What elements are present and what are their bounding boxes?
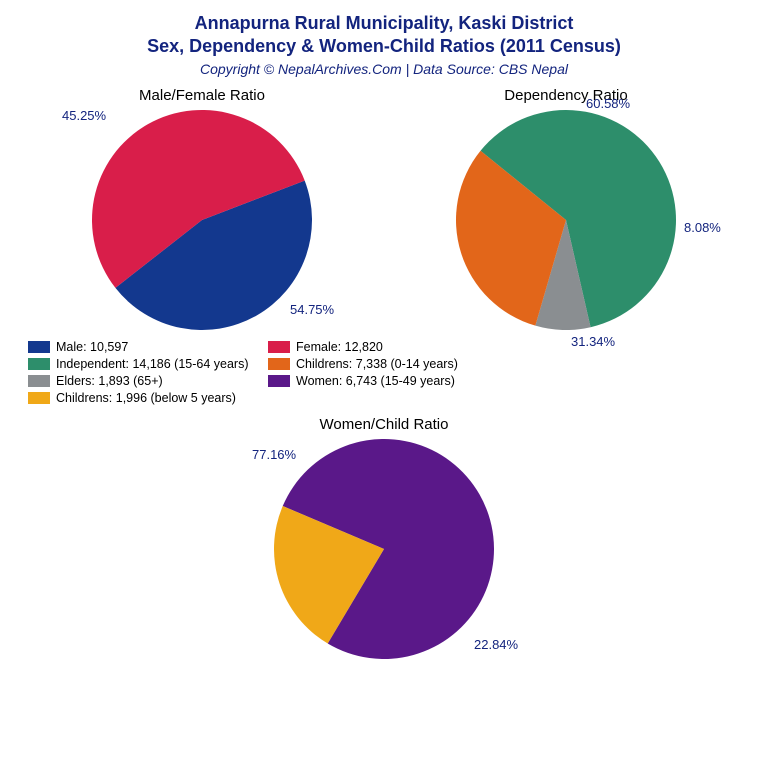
- legend-item: Elders: 1,893 (65+): [28, 374, 268, 388]
- header: Annapurna Rural Municipality, Kaski Dist…: [0, 0, 768, 77]
- wc-pie: 77.16%22.84%: [274, 439, 494, 659]
- legend-item: Childrens: 1,996 (below 5 years): [28, 391, 268, 405]
- legend-swatch: [28, 375, 50, 387]
- legend-item: Independent: 14,186 (15-64 years): [28, 357, 268, 371]
- dep-pie: 60.58%8.08%31.34%: [456, 110, 676, 330]
- sex-chart-title: Male/Female Ratio: [32, 87, 372, 104]
- women-child-chart: Women/Child Ratio 77.16%22.84%: [214, 416, 554, 659]
- top-charts-row: Male/Female Ratio 45.25%54.75% Dependenc…: [0, 87, 768, 330]
- sex-ratio-chart: Male/Female Ratio 45.25%54.75%: [32, 87, 372, 330]
- legend-item: Women: 6,743 (15-49 years): [268, 374, 508, 388]
- legend-text: Female: 12,820: [296, 340, 383, 354]
- subtitle: Copyright © NepalArchives.Com | Data Sou…: [0, 61, 768, 77]
- legend-text: Women: 6,743 (15-49 years): [296, 374, 455, 388]
- pie-label-elders: 8.08%: [684, 220, 721, 235]
- legend-text: Male: 10,597: [56, 340, 128, 354]
- pie-label-independent: 60.58%: [586, 96, 630, 111]
- title-line-2: Sex, Dependency & Women-Child Ratios (20…: [0, 35, 768, 58]
- legend-item: Male: 10,597: [28, 340, 268, 354]
- legend-swatch: [28, 392, 50, 404]
- legend-swatch: [28, 341, 50, 353]
- legend: Male: 10,597 Female: 12,820 Independent: 1…: [0, 330, 768, 408]
- legend-swatch: [268, 375, 290, 387]
- legend-item: Childrens: 7,338 (0-14 years): [268, 357, 508, 371]
- pie-label-children_u5: 22.84%: [474, 637, 518, 652]
- legend-swatch: [268, 341, 290, 353]
- legend-text: Elders: 1,893 (65+): [56, 374, 163, 388]
- legend-text: Independent: 14,186 (15-64 years): [56, 357, 249, 371]
- dep-chart-title: Dependency Ratio: [396, 87, 736, 104]
- legend-text: Childrens: 7,338 (0-14 years): [296, 357, 458, 371]
- legend-text: Childrens: 1,996 (below 5 years): [56, 391, 236, 405]
- legend-swatch: [28, 358, 50, 370]
- pie-label-male: 45.25%: [62, 108, 106, 123]
- pie-label-women: 77.16%: [252, 447, 296, 462]
- dependency-ratio-chart: Dependency Ratio 60.58%8.08%31.34%: [396, 87, 736, 330]
- legend-item: Female: 12,820: [268, 340, 508, 354]
- sex-pie: 45.25%54.75%: [92, 110, 312, 330]
- legend-swatch: [268, 358, 290, 370]
- pie-label-children: 31.34%: [571, 334, 615, 349]
- wc-chart-title: Women/Child Ratio: [214, 416, 554, 433]
- pie-label-female: 54.75%: [290, 302, 334, 317]
- title-line-1: Annapurna Rural Municipality, Kaski Dist…: [0, 12, 768, 35]
